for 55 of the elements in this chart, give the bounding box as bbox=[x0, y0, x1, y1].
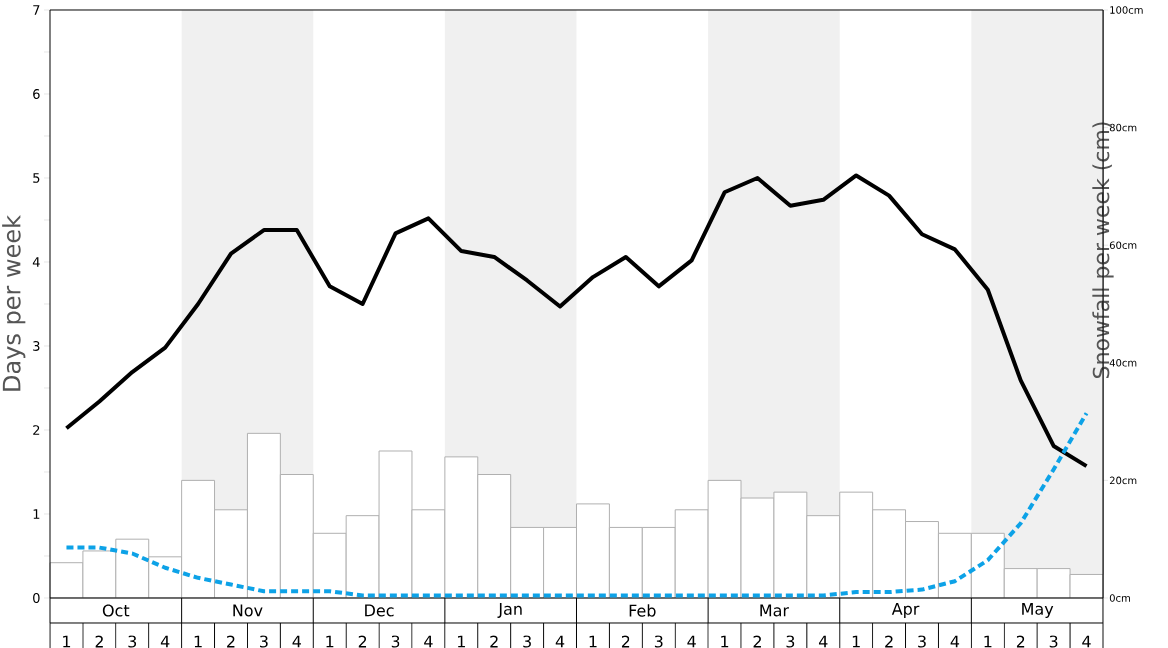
x-tick-label: 1 bbox=[984, 635, 992, 648]
x-tick-label: 4 bbox=[555, 635, 565, 648]
x-tick-label: 3 bbox=[391, 635, 400, 648]
y-tick-label: 4 bbox=[32, 257, 40, 267]
y2-tick-label: 20cm bbox=[1109, 476, 1137, 485]
x-tick-label: 3 bbox=[918, 635, 926, 648]
y-tick-label: 6 bbox=[33, 89, 40, 99]
x-tick-label: 4 bbox=[292, 635, 301, 648]
text: Oct bbox=[102, 604, 130, 617]
x-tick-label: 3 bbox=[260, 635, 268, 648]
text: Mar bbox=[760, 604, 790, 617]
x-tick-label: 3 bbox=[786, 635, 795, 648]
text: Nov bbox=[233, 604, 263, 617]
x-tick-label: 3 bbox=[654, 635, 663, 648]
y-tick-label: 3 bbox=[33, 341, 40, 351]
y2-tick-label: 80cm bbox=[1109, 123, 1137, 132]
x-tick-label: 2 bbox=[490, 635, 498, 648]
x-tick-label: 1 bbox=[194, 635, 202, 648]
text: Apr bbox=[891, 602, 920, 618]
y2-tick-label: 100cm bbox=[1110, 6, 1143, 14]
x-tick-label: 4 bbox=[424, 635, 433, 648]
y-tick-label: 5 bbox=[33, 173, 40, 183]
x-tick-label: 4 bbox=[160, 635, 170, 648]
text: Jan bbox=[497, 603, 522, 618]
text: Feb bbox=[629, 604, 656, 617]
x-tick-label: 1 bbox=[326, 635, 334, 648]
x-tick-label: 3 bbox=[523, 635, 531, 648]
x-tick-label: 4 bbox=[818, 635, 828, 648]
y-tick-label: 2 bbox=[33, 425, 40, 435]
x-tick-label: 2 bbox=[1016, 635, 1025, 648]
y-tick-label: 1 bbox=[33, 509, 40, 519]
x-tick-label: 1 bbox=[589, 635, 597, 648]
x-tick-label: 4 bbox=[687, 635, 696, 648]
text: May bbox=[1022, 602, 1054, 618]
line-series bbox=[64, 173, 1089, 469]
y-tick-label: 7 bbox=[33, 5, 40, 15]
text: Dec bbox=[365, 604, 394, 617]
x-tick-label: 1 bbox=[852, 635, 860, 648]
y2-tick-label: 0cm bbox=[1109, 594, 1130, 602]
x-tick-label: 1 bbox=[63, 635, 71, 648]
x-tick-label: 2 bbox=[227, 635, 235, 648]
x-tick-label: 4 bbox=[1082, 635, 1091, 648]
x-tick-label: 2 bbox=[358, 635, 367, 648]
x-tick-label: 2 bbox=[621, 635, 630, 648]
x-tick-label: 1 bbox=[721, 635, 729, 648]
x-tick-label: 3 bbox=[128, 635, 137, 648]
x-tick-label: 2 bbox=[753, 635, 761, 648]
x-tick-label: 3 bbox=[1049, 635, 1058, 648]
x-tick-label: 4 bbox=[950, 635, 960, 648]
x-tick-label: 1 bbox=[457, 635, 465, 648]
x-tick-label: 2 bbox=[95, 635, 103, 648]
y-tick-label: 0 bbox=[33, 593, 40, 603]
y-axis-title: Days per week bbox=[2, 215, 26, 391]
y2-tick-label: 40cm bbox=[1109, 358, 1137, 367]
x-tick-label: 2 bbox=[885, 635, 893, 648]
